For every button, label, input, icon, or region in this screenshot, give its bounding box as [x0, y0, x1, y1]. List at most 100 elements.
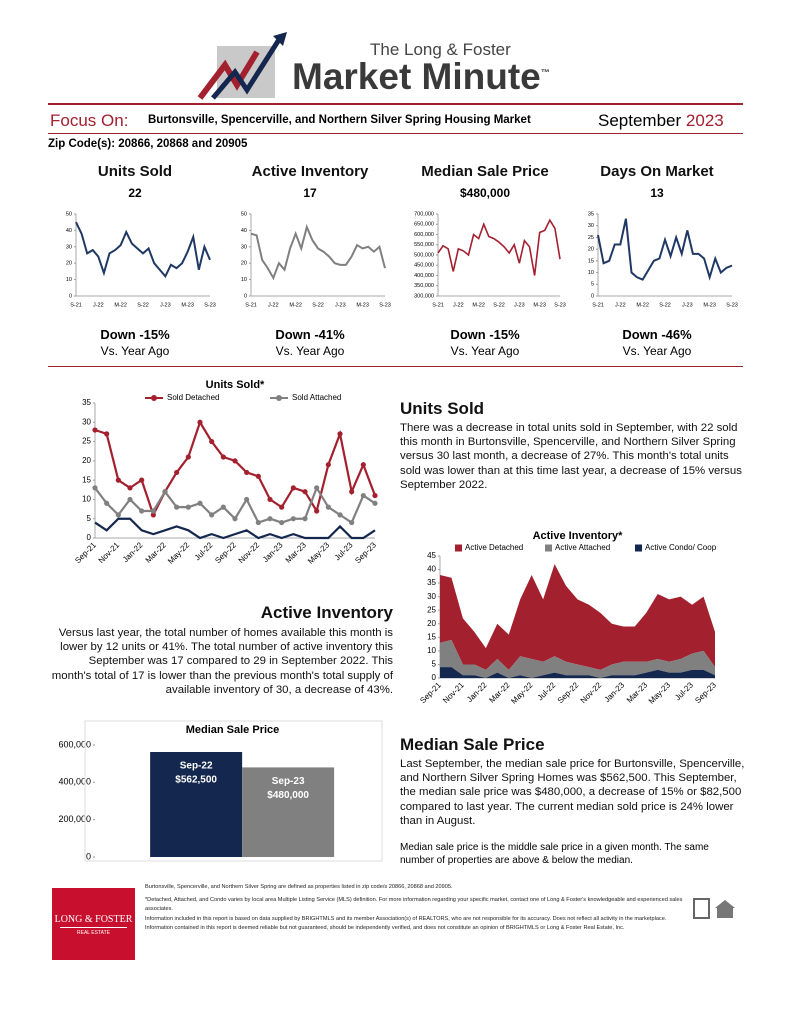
data-point — [372, 492, 378, 499]
data-point — [325, 462, 331, 468]
series-line — [597, 218, 733, 281]
x-tick-label: S-21 — [70, 302, 82, 308]
data-point — [209, 512, 215, 518]
y-tick-label: 0 — [432, 673, 437, 682]
kpi-value: 13 — [650, 186, 664, 200]
data-point — [150, 508, 156, 514]
x-tick-label: M-23 — [356, 302, 369, 308]
section-note: Median sale price is the middle sale pri… — [400, 842, 709, 866]
footer-notes: Burtonsville, Spencerville, and Northern… — [145, 883, 685, 933]
y-tick-label: 0 — [86, 851, 91, 861]
series-area — [440, 564, 715, 670]
y-tick-label: 200,000 — [58, 814, 91, 824]
x-tick-label: Sep-22 — [556, 680, 581, 705]
data-point — [337, 431, 343, 437]
x-tick-label: Jul-23 — [333, 540, 355, 562]
y-tick-label: 5 — [591, 282, 594, 288]
x-tick-label: Jan-23 — [603, 680, 627, 704]
data-point — [174, 504, 180, 510]
y-tick-label: 0 — [244, 293, 247, 299]
legend-label: Active Condo/ Coop — [645, 543, 717, 552]
x-tick-label: S-23 — [204, 302, 216, 308]
series-line — [75, 221, 211, 279]
data-point — [302, 516, 308, 522]
x-tick-label: Mar-22 — [144, 540, 169, 565]
x-tick-label: Mar-23 — [625, 680, 650, 705]
y-tick-label: 450,000 — [414, 263, 434, 269]
legend-label: Sold Attached — [292, 393, 341, 402]
x-tick-label: M-22 — [114, 302, 127, 308]
y-tick-label: 0 — [87, 533, 92, 542]
data-point — [139, 508, 145, 514]
legend-swatch — [635, 544, 642, 552]
x-tick-label: J-23 — [335, 302, 346, 308]
x-tick-label: M-22 — [636, 302, 649, 308]
data-point — [185, 504, 191, 510]
logo-top: LONG & FOSTER — [54, 914, 133, 925]
x-tick-label: May-23 — [306, 540, 332, 566]
chart-title: Median Sale Price — [186, 724, 280, 736]
x-tick-label: Jul-23 — [673, 680, 695, 702]
series-area — [440, 640, 715, 678]
x-tick-label: Jan-23 — [261, 540, 285, 564]
x-tick-label: May-22 — [509, 680, 535, 706]
y-tick-label: 30 — [66, 244, 72, 250]
y-tick-label: 50 — [241, 211, 247, 217]
data-point — [244, 469, 250, 476]
kpi-comparison: Vs. Year Ago — [100, 344, 170, 358]
y-tick-label: 35 — [588, 211, 594, 217]
data-point — [290, 516, 296, 522]
x-tick-label: Jul-22 — [193, 540, 215, 562]
data-point — [360, 462, 366, 468]
x-tick-label: Sep-21 — [418, 680, 443, 705]
data-point — [115, 477, 121, 483]
data-point — [197, 500, 203, 506]
x-tick-label: J-23 — [160, 302, 171, 308]
x-tick-label: Jan-22 — [121, 540, 145, 564]
y-tick-label: 5 — [87, 514, 92, 523]
bar — [150, 752, 243, 857]
rule — [48, 133, 743, 134]
kpi-card: Active Inventory 17 — [225, 163, 395, 200]
x-tick-label: J-23 — [514, 302, 525, 308]
y-tick-label: 10 — [241, 277, 247, 283]
chart-frame — [84, 720, 383, 862]
logo-arrowhead — [273, 32, 287, 46]
series-line — [437, 218, 561, 276]
chart-title: Active Inventory* — [533, 530, 624, 542]
equal-housing-icon — [715, 900, 735, 918]
y-tick-label: 45 — [427, 551, 436, 560]
legend-label: Active Detached — [465, 543, 523, 552]
y-tick-label: 10 — [427, 646, 436, 655]
y-tick-label: 700,000 — [414, 211, 434, 217]
sparkline: 0 5 10 15 20 25 30 35 S-21 J-22 M-22 S-22 J-23 M-23 S-… — [588, 211, 738, 308]
data-point — [174, 469, 180, 476]
data-point — [197, 419, 203, 425]
x-tick-label: S-22 — [312, 302, 324, 308]
data-point — [325, 504, 331, 510]
section-body: Versus last year, the total number of ho… — [51, 627, 393, 696]
y-tick-label: 15 — [427, 632, 436, 641]
data-point — [209, 438, 215, 445]
kpi-value: $480,000 — [459, 186, 511, 200]
series-line — [94, 419, 377, 518]
y-tick-label: 15 — [82, 475, 91, 484]
compliance-icons — [693, 898, 735, 919]
y-tick-label: 30 — [588, 223, 594, 229]
y-tick-label: 5 — [432, 660, 437, 669]
kpi-card: Units Sold 22 — [50, 163, 220, 200]
y-tick-label: 20 — [241, 261, 247, 267]
y-tick-label: 400,000 — [58, 777, 91, 787]
x-tick-label: Sep-23 — [353, 540, 378, 565]
y-tick-label: 30 — [427, 592, 436, 601]
rule — [48, 103, 743, 105]
y-tick-label: 25 — [427, 605, 436, 614]
kpi-card: Days On Market 13 — [572, 163, 742, 200]
kpi-change: Down -15% — [100, 327, 170, 342]
data-point — [150, 512, 156, 518]
kpi-card: Median Sale Price $480,000 — [400, 163, 570, 200]
data-point — [127, 496, 133, 503]
x-tick-label: Nov-21 — [97, 540, 122, 565]
kpi-change: Down -41% — [275, 327, 345, 342]
